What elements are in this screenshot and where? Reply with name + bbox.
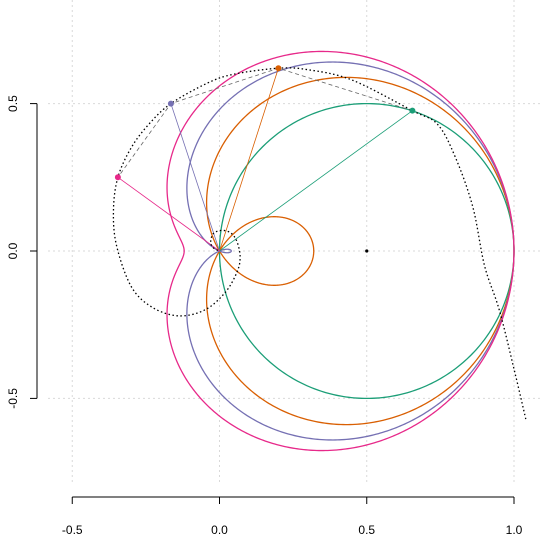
marker-chord [117,67,413,178]
axes-layer [30,103,515,504]
series-curve-3 [166,50,515,452]
center-point [365,249,369,253]
x-tick-label: 0.0 [211,523,228,537]
point-layer [114,65,416,253]
envelope-layer [112,67,527,420]
series-point-3 [114,174,121,181]
series-spoke-0 [219,110,413,252]
series-point-0 [409,107,416,114]
series-point-2 [167,100,174,107]
x-tick-label: -0.5 [62,523,83,537]
curve-layer [166,50,515,452]
x-tick-label: 0.5 [358,523,375,537]
series-spoke-3 [117,176,220,252]
y-tick-label: 0.0 [6,242,20,259]
series-point-1 [275,65,282,72]
y-tick-label: 0.5 [6,95,20,112]
grid-layer [48,0,543,485]
series-spoke-1 [219,68,279,252]
y-tick-label: -0.5 [6,388,20,409]
x-tick-label: 1.0 [506,523,523,537]
spoke-layer [117,68,413,252]
spiral-envelope [112,67,527,420]
series-curve-2 [186,61,515,441]
series-curve-1 [205,76,515,426]
series-spoke-2 [170,103,220,252]
label-layer: -0.5 0.0 0.5 1.0 -0.5 0.0 0.5 [6,95,523,537]
